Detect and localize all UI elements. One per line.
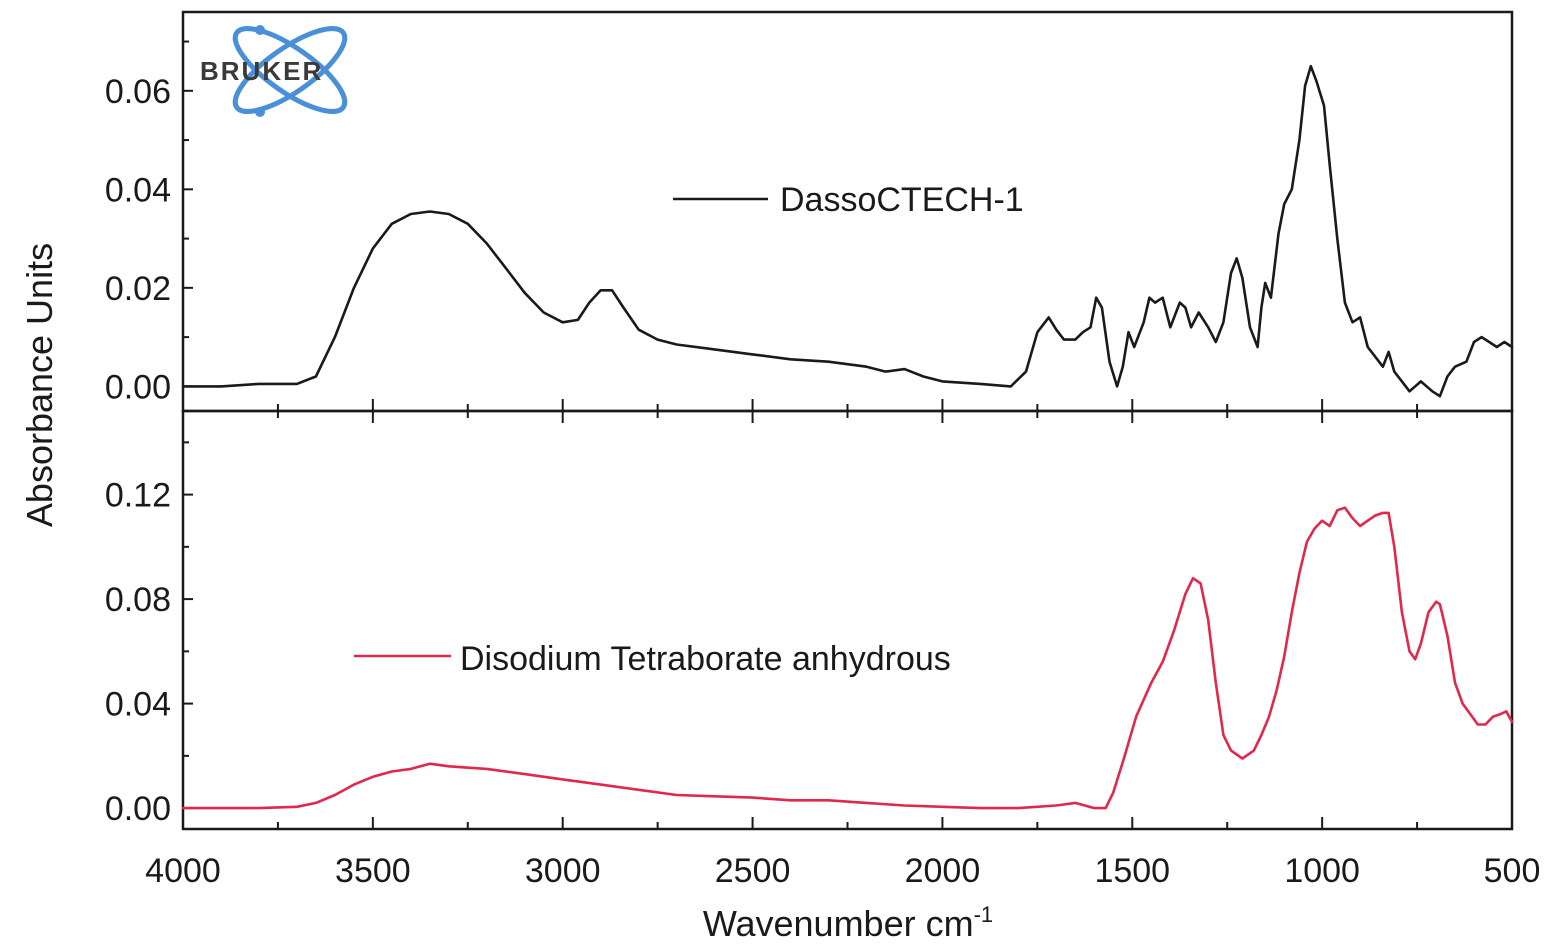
series-line-disodium-tetraborate — [181, 506, 1514, 810]
bruker-atom-icon — [232, 25, 348, 117]
x-tick-label: 500 — [1484, 852, 1541, 890]
x-tick-label: 2000 — [905, 852, 981, 890]
legend-label-dassoctech-1: DassoCTECH-1 — [780, 181, 1024, 219]
x-axis-title: Wavenumber cm-1 — [703, 902, 993, 944]
top-y-tick-label: 0.04 — [105, 171, 171, 209]
x-tick-label: 3000 — [525, 852, 601, 890]
x-axis-title-superscript: -1 — [974, 902, 994, 927]
x-tick-label: 1500 — [1094, 852, 1170, 890]
x-tick-label: 2500 — [715, 852, 791, 890]
top-legend: DassoCTECH-1 — [673, 181, 1024, 219]
bottom-y-tick-label: 0.08 — [105, 581, 171, 619]
legend-label-disodium-tetraborate: Disodium Tetraborate anhydrous — [460, 640, 951, 678]
y-axis-title: Absorbance Units — [19, 243, 60, 527]
bottom-plot-frame — [181, 409, 1514, 831]
series-line-dassoctech-1 — [181, 64, 1514, 398]
bottom-y-tick-label: 0.04 — [105, 686, 171, 724]
x-tick-label: 1000 — [1284, 852, 1360, 890]
x-tick-label: 4000 — [145, 852, 221, 890]
bruker-logo-text: BRUKER — [200, 56, 323, 86]
top-y-tick-label: 0.02 — [105, 270, 171, 308]
bruker-logo: BRUKER — [200, 25, 348, 117]
top-y-tick-label: 0.00 — [105, 368, 171, 406]
top-y-tick-label: 0.06 — [105, 73, 171, 111]
bottom-y-tick-label: 0.12 — [105, 477, 171, 515]
bottom-legend: Disodium Tetraborate anhydrous — [354, 640, 951, 678]
bottom-y-ticks: 0.00 0.04 0.08 0.12 — [105, 441, 193, 828]
x-axis-title-main: Wavenumber cm — [703, 903, 974, 944]
x-tick-label: 3500 — [335, 852, 411, 890]
top-y-ticks: 0.00 0.02 0.04 0.06 — [105, 40, 193, 406]
x-ticks: 4000 3500 3000 2500 2000 1500 1000 500 — [145, 399, 1540, 890]
bottom-y-tick-label: 0.00 — [105, 790, 171, 828]
